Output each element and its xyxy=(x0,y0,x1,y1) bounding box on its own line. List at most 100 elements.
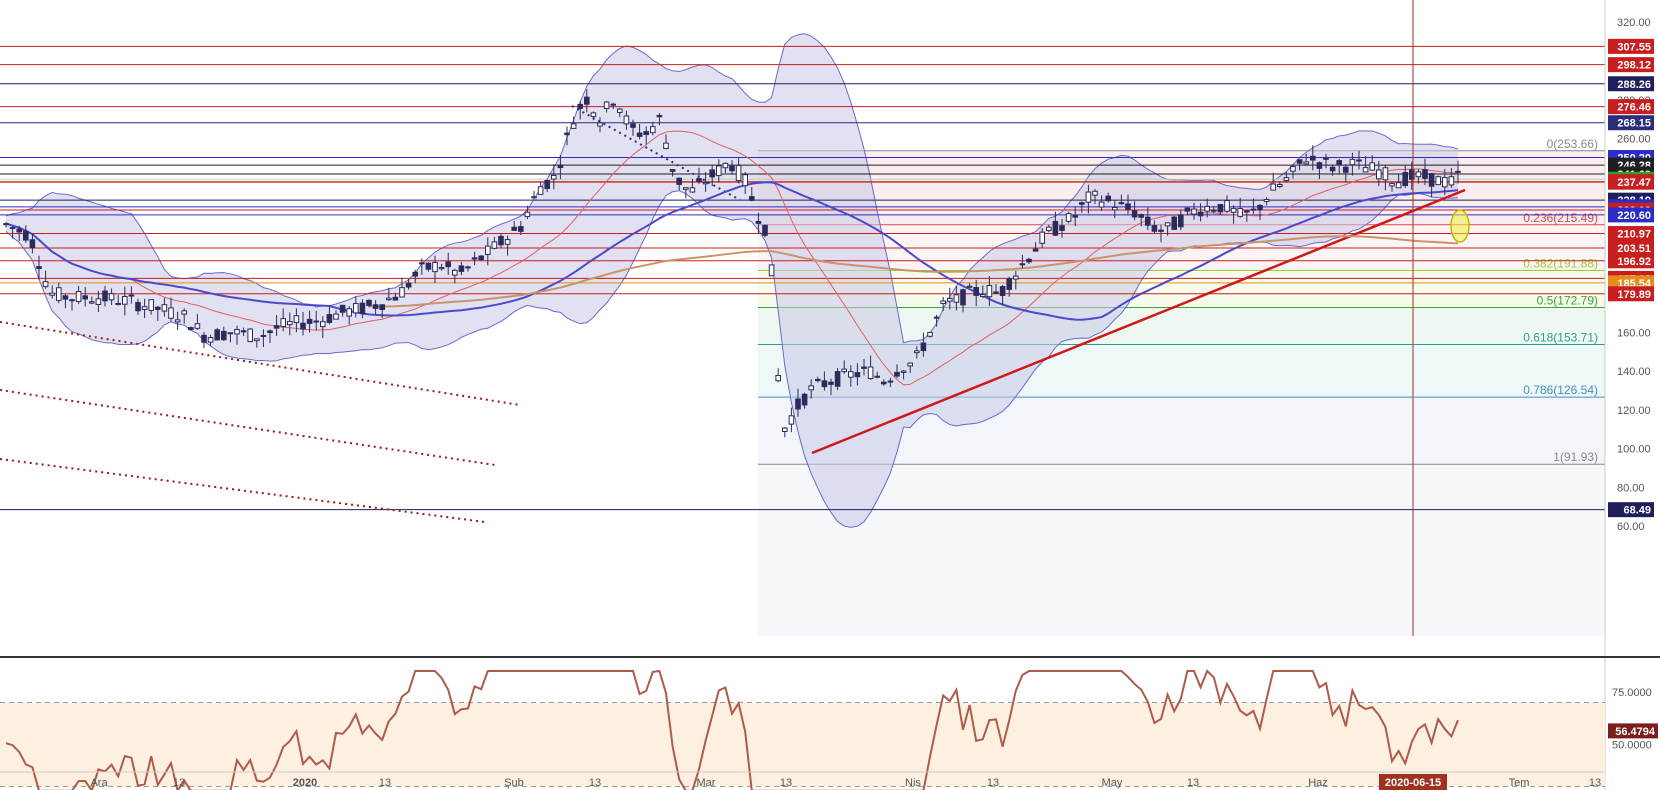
price-badge-label: 268.15 xyxy=(1617,118,1651,130)
candle-body xyxy=(1435,176,1442,186)
candle-body xyxy=(881,381,887,385)
candle-body xyxy=(1323,157,1329,160)
candle-body xyxy=(95,298,102,305)
candle-body xyxy=(168,307,174,319)
price-tick-label: 260.00 xyxy=(1617,134,1651,146)
rsi-band xyxy=(0,702,1605,787)
time-axis[interactable]: Ara 13 2020 13 Şub 13 Mar 13 Nis 13 May 13 Haz 2020-0… xyxy=(90,774,1601,790)
candle-body xyxy=(16,228,22,233)
candle-body xyxy=(1105,195,1112,202)
candle-body xyxy=(1250,208,1257,211)
candle-body xyxy=(1138,214,1145,218)
candle-body xyxy=(372,304,379,309)
candle-body xyxy=(861,366,867,369)
candle-body xyxy=(1197,211,1204,217)
candle-body xyxy=(940,300,947,304)
candle-body xyxy=(1277,184,1283,187)
moving-average-red xyxy=(5,130,1459,386)
candle-body xyxy=(927,332,933,337)
price-tick-label: 60.00 xyxy=(1617,521,1645,533)
candle-body xyxy=(1329,166,1336,172)
time-cursor-badge xyxy=(1379,774,1447,790)
candle-body xyxy=(458,265,465,272)
candle-body xyxy=(617,108,623,113)
candle-body xyxy=(247,328,253,342)
price-badge xyxy=(1608,38,1654,54)
candle-body xyxy=(1244,210,1250,213)
time-tick-label: 2020-06-15 xyxy=(1385,777,1441,789)
candle-body xyxy=(438,267,445,270)
candle-body xyxy=(1290,166,1296,172)
candle-body xyxy=(709,169,716,178)
candle-body xyxy=(1428,173,1435,187)
candle-body xyxy=(1052,220,1059,236)
candle-body xyxy=(762,224,768,236)
candle-body xyxy=(801,393,808,406)
candle-body xyxy=(9,226,16,229)
candle-body xyxy=(207,337,214,343)
candle-body xyxy=(240,330,247,333)
candle-body xyxy=(465,266,471,269)
highlight-marker xyxy=(1450,209,1470,243)
candle-body xyxy=(1369,162,1376,171)
candle-body xyxy=(234,329,240,335)
price-tick-label: 140.00 xyxy=(1617,366,1651,378)
candle-body xyxy=(557,164,564,169)
candle-body xyxy=(1079,202,1085,205)
candle-body xyxy=(1310,155,1316,161)
candle-body xyxy=(1230,207,1237,213)
time-tick-label: 13 xyxy=(1589,777,1601,789)
candle-body xyxy=(1112,206,1118,211)
candle-body xyxy=(973,287,980,296)
candle-body xyxy=(564,132,570,136)
candle-body xyxy=(29,239,36,249)
candle-body xyxy=(485,245,491,256)
candle-body xyxy=(353,303,359,314)
time-tick-label: 13 xyxy=(987,777,999,789)
candle-body xyxy=(953,294,960,303)
candle-body xyxy=(795,398,801,410)
time-tick-label: Şub xyxy=(504,777,524,789)
candle-body xyxy=(656,114,663,118)
candle-body xyxy=(1131,210,1138,218)
horizontal-price-lines xyxy=(0,45,1605,511)
candle-body xyxy=(267,330,273,334)
candle-body xyxy=(306,318,313,324)
candle-body xyxy=(181,310,187,315)
candle-body xyxy=(643,131,650,135)
candle-body xyxy=(188,327,194,331)
candle-body xyxy=(3,223,9,226)
candle-body xyxy=(1032,248,1039,252)
candle-body xyxy=(577,103,584,109)
candle-body xyxy=(551,174,557,180)
candle-body xyxy=(742,174,749,187)
candle-body xyxy=(366,299,372,306)
candle-body xyxy=(504,239,511,245)
candle-body xyxy=(650,126,656,134)
candle-body xyxy=(23,230,29,241)
candle-body xyxy=(636,132,643,137)
candle-body xyxy=(999,286,1006,296)
candle-body xyxy=(1092,190,1098,196)
candle-body xyxy=(1442,177,1448,188)
candle-body xyxy=(841,368,848,373)
price-badge-label: 203.51 xyxy=(1617,243,1651,255)
fibonacci-label: 0.236(215.49) xyxy=(1523,211,1598,225)
candle-body xyxy=(630,123,636,128)
candle-body xyxy=(498,235,504,246)
candle-body xyxy=(49,292,56,296)
time-tick-label: 13 xyxy=(780,777,792,789)
price-tick-label: 80.00 xyxy=(1617,482,1645,494)
candle-body xyxy=(141,306,148,311)
candle-body xyxy=(359,302,366,314)
price-tick-label: 160.00 xyxy=(1617,327,1651,339)
time-tick-label: Nis xyxy=(905,777,921,789)
candle-body xyxy=(755,220,762,224)
candle-body xyxy=(1448,176,1455,186)
candle-body xyxy=(768,264,775,277)
candle-body xyxy=(1013,275,1019,280)
candle-body xyxy=(808,385,815,391)
candle-body xyxy=(1072,215,1079,218)
candle-body xyxy=(980,294,986,298)
